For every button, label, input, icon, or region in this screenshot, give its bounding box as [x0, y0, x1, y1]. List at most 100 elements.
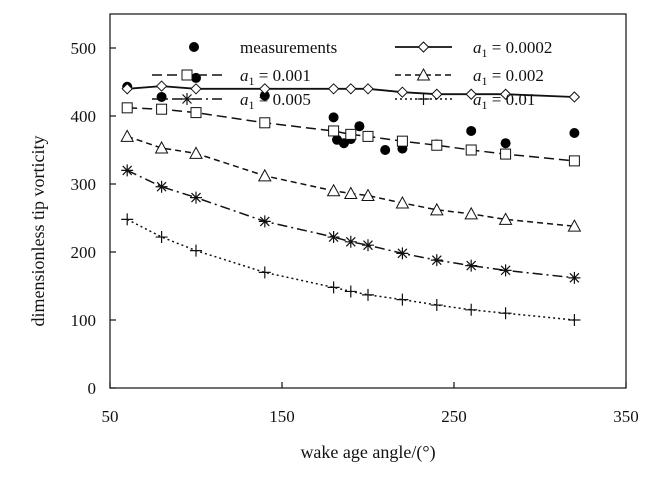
data-point [567, 219, 582, 232]
data-point [343, 186, 358, 200]
y-tick-label: 400 [71, 107, 97, 126]
data-point [154, 140, 169, 154]
legend-entry: measurements [189, 38, 337, 57]
plot-frame [109, 13, 627, 389]
data-point [327, 83, 340, 95]
data-point [430, 254, 443, 267]
data-point [190, 244, 202, 257]
data-point [326, 183, 341, 197]
legend-marker [181, 93, 193, 105]
data-point [155, 80, 168, 92]
x-axis-title: wake age angle/(°) [300, 442, 435, 463]
legend-label: a1 = 0.0002 [473, 38, 552, 60]
data-point [498, 212, 513, 225]
data-point [156, 91, 167, 102]
data-point [259, 90, 270, 101]
y-tick-label: 200 [71, 243, 97, 262]
legend-label: a1 = 0.001 [240, 66, 311, 88]
data-point [120, 129, 135, 142]
data-point [344, 285, 357, 298]
data-point [259, 117, 271, 129]
chart-marks [120, 72, 582, 326]
x-tick-label: 150 [269, 407, 295, 426]
data-point [499, 88, 512, 100]
legend-label: a1 = 0.01 [473, 90, 535, 112]
data-point [465, 144, 477, 156]
legend-marker [189, 42, 199, 52]
y-axis: 0 100 200 300 400 500 [71, 39, 116, 398]
data-point [380, 145, 391, 155]
series-5 [121, 213, 581, 326]
data-point [190, 191, 202, 204]
y-tick-label: 100 [71, 311, 97, 330]
data-point [465, 88, 477, 100]
data-point [156, 103, 168, 115]
data-point [361, 188, 375, 202]
y-axis-title: dimensionless tip vorticity [28, 136, 48, 327]
data-point [258, 215, 271, 228]
legend-marker [416, 67, 431, 81]
data-point [499, 264, 512, 277]
series-1 [121, 80, 581, 103]
data-point [430, 299, 443, 312]
data-point [259, 83, 271, 95]
data-point [345, 83, 357, 95]
series-line [127, 107, 575, 162]
data-point [499, 307, 512, 320]
data-point [121, 164, 134, 177]
x-tick-label: 350 [613, 407, 639, 426]
data-point [328, 125, 340, 137]
data-point [155, 180, 168, 193]
data-point [189, 146, 203, 159]
data-point [327, 231, 340, 244]
data-point [190, 107, 202, 119]
legend-entry: a1 = 0.005 [152, 90, 311, 112]
data-point [121, 102, 133, 114]
data-point [568, 155, 580, 167]
data-point [328, 112, 339, 123]
data-point [395, 195, 410, 209]
data-point [354, 121, 365, 132]
series-line [127, 85, 575, 98]
data-point [568, 91, 581, 103]
x-axis: 50 150 250 350 [102, 382, 639, 426]
y-tick-label: 0 [88, 379, 97, 398]
legend-marker [181, 69, 193, 81]
data-point [466, 125, 477, 136]
data-point [396, 293, 409, 306]
data-point [465, 303, 478, 316]
data-point [121, 83, 133, 95]
data-point [362, 130, 374, 142]
data-point [327, 281, 340, 294]
data-point [362, 83, 374, 95]
series-3 [120, 129, 582, 232]
data-point [155, 231, 168, 244]
data-point [465, 259, 478, 272]
data-point [258, 266, 271, 279]
series-line [126, 135, 575, 227]
legend-label: measurements [240, 38, 337, 57]
data-point [568, 271, 581, 284]
legend-marker [417, 41, 430, 53]
data-point [396, 135, 408, 147]
data-point [568, 314, 581, 326]
data-point [362, 288, 374, 301]
series-2 [121, 102, 580, 167]
legend-entry: a1 = 0.0002 [395, 38, 552, 60]
plot-border [109, 13, 627, 389]
data-point [121, 213, 134, 226]
data-point [396, 86, 409, 98]
data-point [190, 83, 202, 95]
series-4 [121, 164, 581, 284]
data-point [344, 235, 357, 248]
data-point [257, 168, 272, 182]
series-line [126, 218, 575, 321]
x-tick-label: 250 [441, 407, 467, 426]
data-point [464, 206, 479, 220]
legend-label: a1 = 0.002 [473, 66, 544, 88]
legend-label: a1 = 0.005 [240, 90, 311, 112]
data-point [500, 138, 511, 149]
legend-marker [417, 93, 430, 105]
